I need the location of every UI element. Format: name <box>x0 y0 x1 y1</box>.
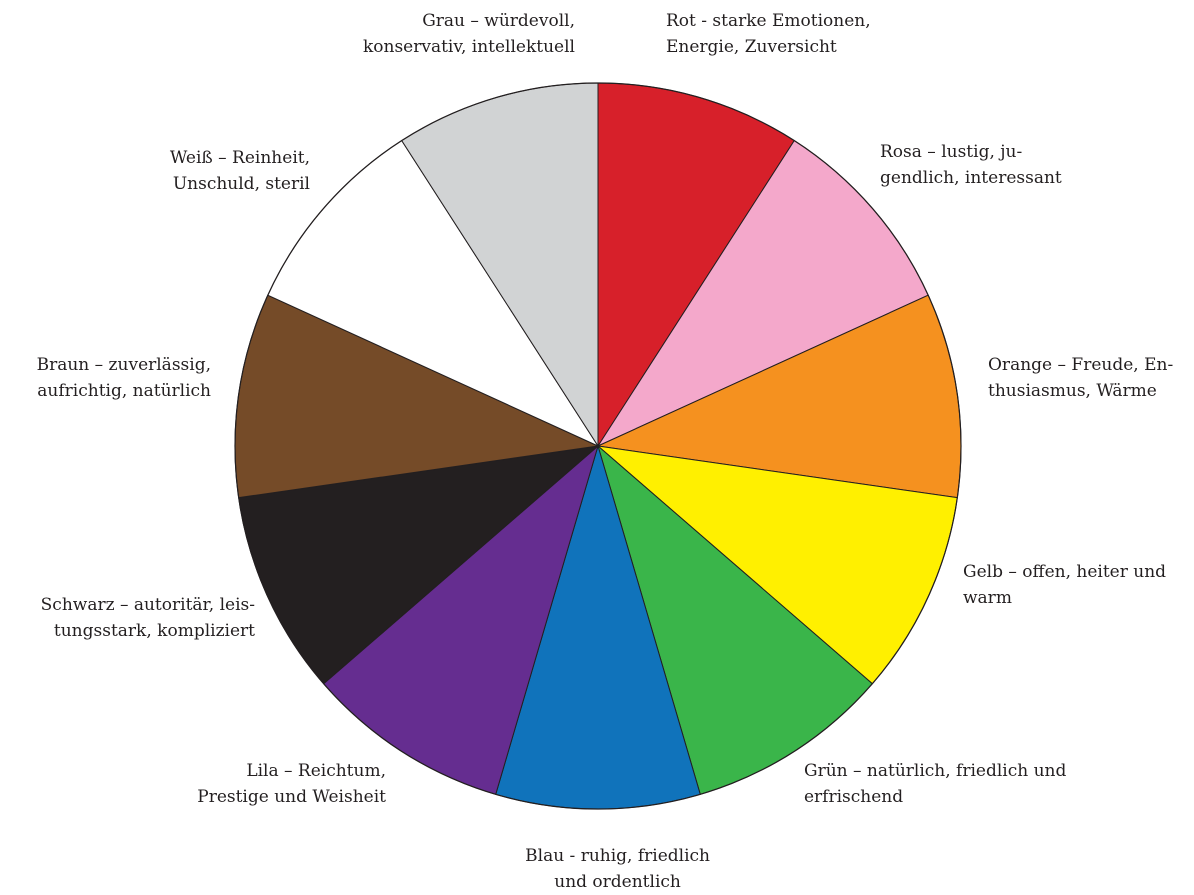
slice-label: Orange – Freude, En- thusiasmus, Wärme <box>988 355 1174 401</box>
slice-label: Blau - ruhig, friedlich und ordentlich <box>525 846 710 892</box>
slice-label: Rot - starke Emotionen, Energie, Zuversi… <box>666 11 871 57</box>
pie-outline <box>234 82 962 810</box>
pie-slices <box>234 82 962 810</box>
slice-label: Weiß – Reinheit, Unschuld, steril <box>169 148 310 194</box>
slice-label: Braun – zuverlässig, aufrichtig, natürli… <box>36 355 211 401</box>
slice-label: Lila – Reichtum, Prestige und Weisheit <box>197 761 386 807</box>
slice-label: Grau – würdevoll, konservativ, intellekt… <box>362 11 575 57</box>
slice-label: Gelb – offen, heiter und warm <box>963 562 1167 608</box>
slice-label: Grün – natürlich, friedlich und erfrisch… <box>804 761 1067 807</box>
slice-label: Schwarz – autoritär, leis- tungsstark, k… <box>40 595 255 641</box>
slice-label: Rosa – lustig, ju- gendlich, interessant <box>880 142 1062 188</box>
